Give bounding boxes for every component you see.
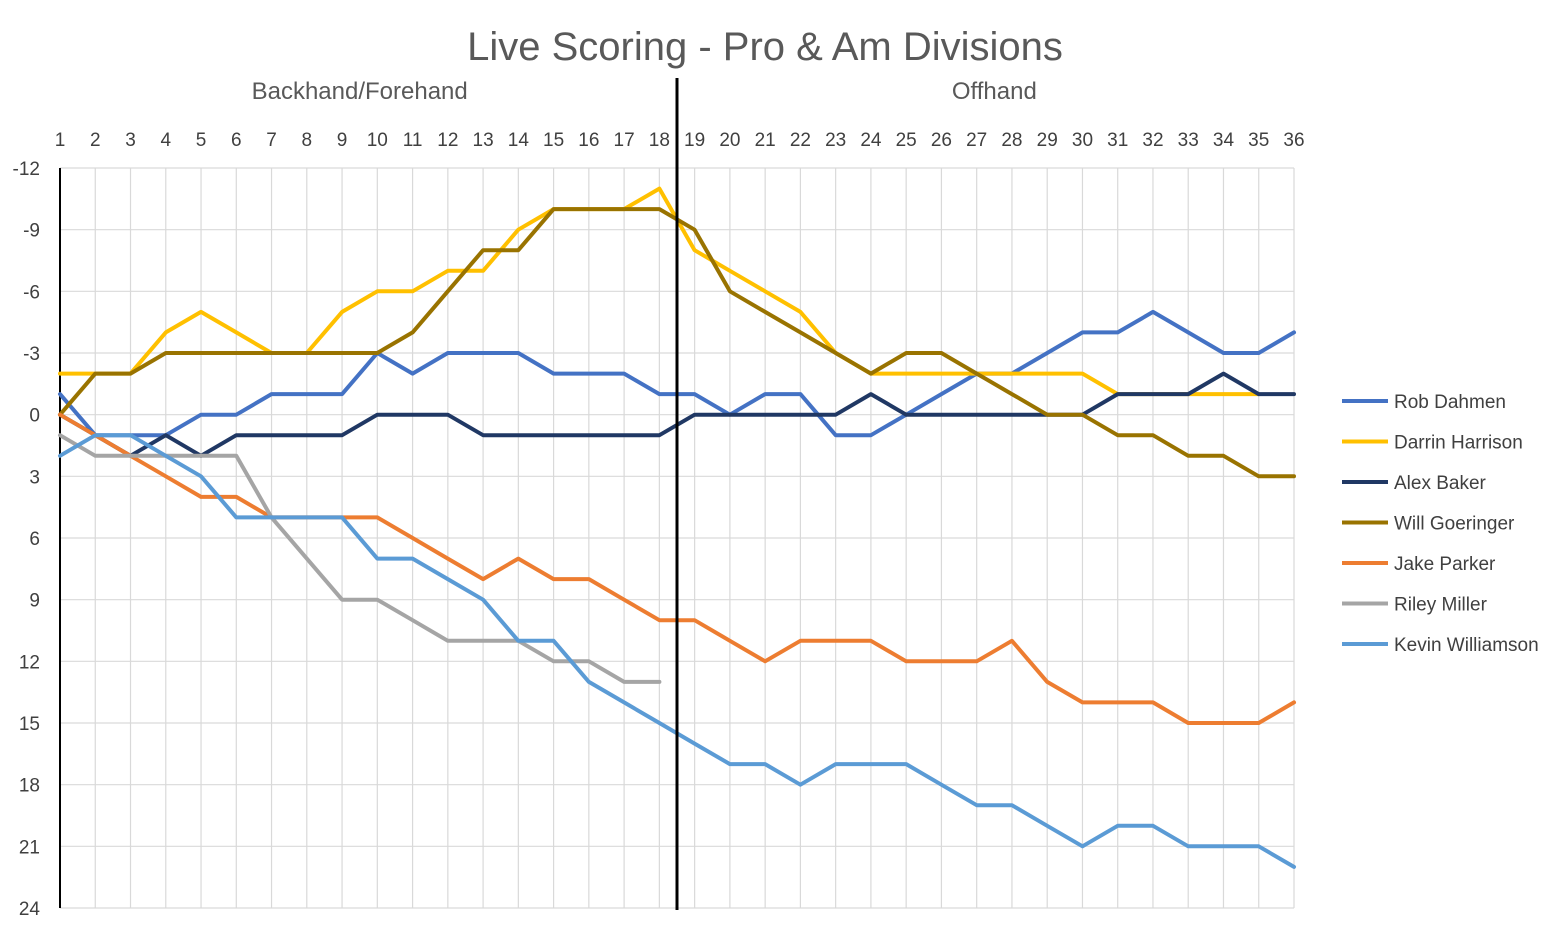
x-tick-label: 12 xyxy=(437,130,458,151)
chart-title: Live Scoring - Pro & Am Divisions xyxy=(467,25,1063,69)
x-tick-label: 34 xyxy=(1213,130,1235,151)
x-tick-label: 33 xyxy=(1178,130,1199,151)
y-tick-label: 0 xyxy=(29,406,40,427)
section-label: Offhand xyxy=(952,78,1037,105)
x-tick-label: 10 xyxy=(367,130,388,151)
x-tick-label: 28 xyxy=(1001,130,1022,151)
legend-item: Will Goeringer xyxy=(1342,514,1515,535)
y-tick-label: -6 xyxy=(23,282,40,303)
legend: Rob Dahmen Darrin Harrison Alex Baker Will … xyxy=(1342,392,1539,656)
x-tick-label: 36 xyxy=(1283,130,1304,151)
legend-label: Rob Dahmen xyxy=(1394,392,1506,413)
x-tick-label: 9 xyxy=(337,130,348,151)
x-tick-label: 18 xyxy=(649,130,670,151)
legend-label: Alex Baker xyxy=(1394,473,1487,494)
x-tick-label: 11 xyxy=(403,130,423,151)
x-tick-label: 4 xyxy=(160,130,171,151)
x-tick-label: 17 xyxy=(614,130,635,151)
section-labels: Backhand/Forehand Offhand xyxy=(252,78,1037,105)
x-tick-label: 6 xyxy=(231,130,242,151)
x-tick-label: 23 xyxy=(825,130,846,151)
y-tick-label: -9 xyxy=(23,221,40,242)
x-tick-label: 25 xyxy=(896,130,917,151)
x-tick-label: 1 xyxy=(55,130,66,151)
x-tick-label: 20 xyxy=(719,130,740,151)
y-tick-label: 18 xyxy=(19,776,40,797)
x-tick-label: 16 xyxy=(578,130,599,151)
x-tick-label: 26 xyxy=(931,130,952,151)
y-tick-label: -12 xyxy=(13,159,40,180)
y-tick-label: 21 xyxy=(19,837,40,858)
y-axis-ticks: -12 -9 -6 -3 0 3 6 9 12 15 18 21 24 xyxy=(13,159,41,920)
x-tick-label: 27 xyxy=(966,130,987,151)
legend-label: Kevin Williamson xyxy=(1394,635,1539,656)
x-tick-label: 30 xyxy=(1072,130,1093,151)
y-tick-label: 3 xyxy=(29,467,40,488)
legend-item: Riley Miller xyxy=(1342,595,1488,616)
y-tick-label: 6 xyxy=(29,529,40,550)
legend-label: Darrin Harrison xyxy=(1394,433,1523,454)
x-tick-label: 8 xyxy=(302,130,313,151)
x-tick-label: 2 xyxy=(90,130,101,151)
series-line-darrin-harrison xyxy=(58,186,1261,397)
y-tick-label: 12 xyxy=(19,652,40,673)
x-tick-label: 32 xyxy=(1142,130,1163,151)
x-tick-label: 31 xyxy=(1107,130,1128,151)
legend-item: Rob Dahmen xyxy=(1342,392,1506,413)
x-tick-label: 35 xyxy=(1248,130,1269,151)
section-label: Backhand/Forehand xyxy=(252,78,468,105)
x-tick-label: 21 xyxy=(755,130,776,151)
x-tick-label: 15 xyxy=(543,130,564,151)
legend-item: Jake Parker xyxy=(1342,554,1496,575)
legend-label: Riley Miller xyxy=(1394,595,1488,616)
y-tick-label: -3 xyxy=(23,344,40,365)
x-tick-label: 22 xyxy=(790,130,811,151)
x-tick-label: 14 xyxy=(508,130,530,151)
legend-label: Jake Parker xyxy=(1394,554,1496,575)
x-tick-label: 13 xyxy=(473,130,494,151)
x-tick-label: 3 xyxy=(125,130,136,151)
y-tick-label: 9 xyxy=(29,591,40,612)
legend-item: Darrin Harrison xyxy=(1342,433,1523,454)
x-tick-label: 29 xyxy=(1037,130,1058,151)
x-tick-label: 24 xyxy=(860,130,882,151)
legend-item: Alex Baker xyxy=(1342,473,1487,494)
y-tick-label: 24 xyxy=(19,899,41,920)
x-tick-label: 5 xyxy=(196,130,207,151)
x-tick-label: 7 xyxy=(266,130,277,151)
legend-label: Will Goeringer xyxy=(1394,514,1515,535)
x-axis-ticks: 1 2 3 4 5 6 7 8 9 10 11 12 13 14 15 16 17 18 19 20 21 22 23 24 2… xyxy=(55,130,1305,151)
x-tick-label: 19 xyxy=(684,130,705,151)
legend-item: Kevin Williamson xyxy=(1342,635,1539,656)
y-tick-label: 15 xyxy=(19,714,40,735)
series-line-riley-miller xyxy=(58,433,662,684)
